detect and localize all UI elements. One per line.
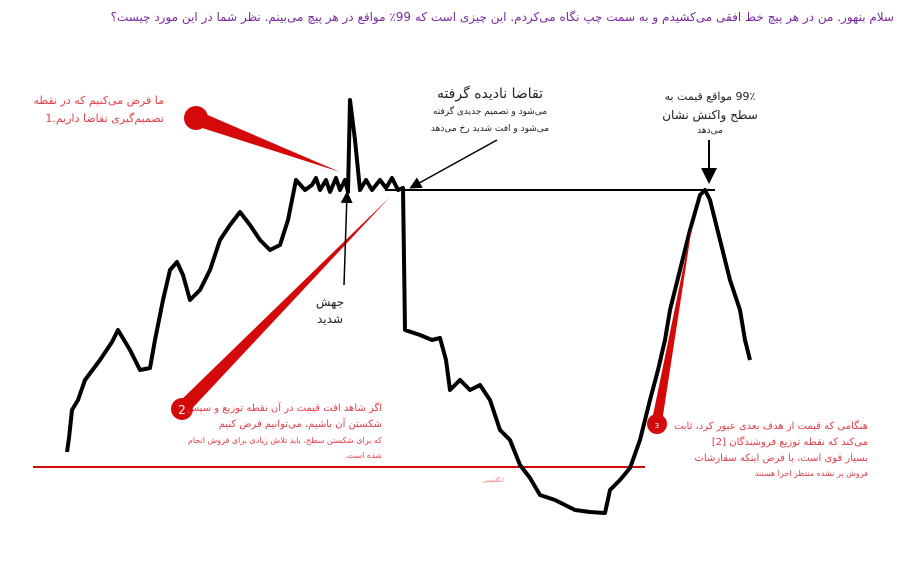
annotation-point2: اگر شاهد افت قیمت در آن نقطه توزیع و سپس… (187, 401, 382, 463)
annotation-line: بسیار قوی است، با فرض اینکه سفارشات (694, 453, 868, 464)
unseen-demand-arrow (409, 139, 498, 189)
annotation-line: ما فرض می‌کنیم که در نقطه (33, 94, 164, 107)
annotation-spike: جهش شدید (310, 294, 350, 328)
marker-3-number: 3 (655, 422, 659, 430)
marker-2-number: 2 (178, 403, 186, 417)
marker-2-pointer (178, 197, 390, 415)
annotation-line: سطح واکنش نشان (662, 108, 758, 122)
annotation-line: شکستن آن باشیم، می‌توانیم فرض کنیم (218, 419, 382, 430)
annotation-point3: هنگامی که قیمت از هدف بعدی عبور کرد، ثاب… (674, 419, 868, 481)
marker-3-pointer (652, 220, 693, 422)
annotation-reaction: 99٪ مواقع قیمت به سطح واکنش نشان می‌دهد (660, 88, 760, 138)
annotation-line: شدید (317, 312, 343, 326)
annotation-line: می‌کند که نقطه توزیع فروشندگان [2] (711, 437, 868, 448)
marker-1-pointer (196, 110, 340, 172)
annotation-line: می‌شود و افت شدید رخ می‌دهد (430, 124, 550, 134)
annotation-point1: ما فرض می‌کنیم که در نقطه تصمیم‌گیری تقا… (33, 92, 164, 128)
annotation-unseen-demand: تقاضا نادیده گرفته می‌شود و تصمیم جدیدی … (425, 84, 555, 138)
annotation-line: تصمیم‌گیری تقاضا داریم.1 (45, 112, 164, 125)
marker-1 (184, 106, 208, 130)
marker-3 (647, 414, 667, 434)
annotation-line: جهش (315, 295, 345, 309)
marker-2 (171, 398, 193, 420)
question-text: سلام بنهور. من در هر پیچ خط افقی می‌کشید… (110, 10, 894, 24)
annotation-line: می‌شود و تصمیم جدیدی گرفته (432, 107, 548, 117)
watermark: انگلیسی (483, 477, 504, 484)
price-line (65, 98, 752, 515)
annotation-line: اگر شاهد افت قیمت در آن نقطه توزیع و سپس (186, 403, 382, 414)
annotation-line: می‌دهد (697, 126, 723, 136)
annotation-line: شده است. (345, 451, 382, 460)
annotation-title: تقاضا نادیده گرفته (436, 86, 544, 102)
annotation-line: که برای شکستن سطح، باید تلاش زیادی برای … (187, 436, 382, 445)
annotation-line: فروش پر نشده منتظر اجرا هستند (754, 469, 868, 478)
spike-arrow (340, 191, 353, 286)
annotation-line: هنگامی که قیمت از هدف بعدی عبور کرد، ثاب… (673, 421, 868, 432)
annotation-line: 99٪ مواقع قیمت به (664, 90, 756, 103)
